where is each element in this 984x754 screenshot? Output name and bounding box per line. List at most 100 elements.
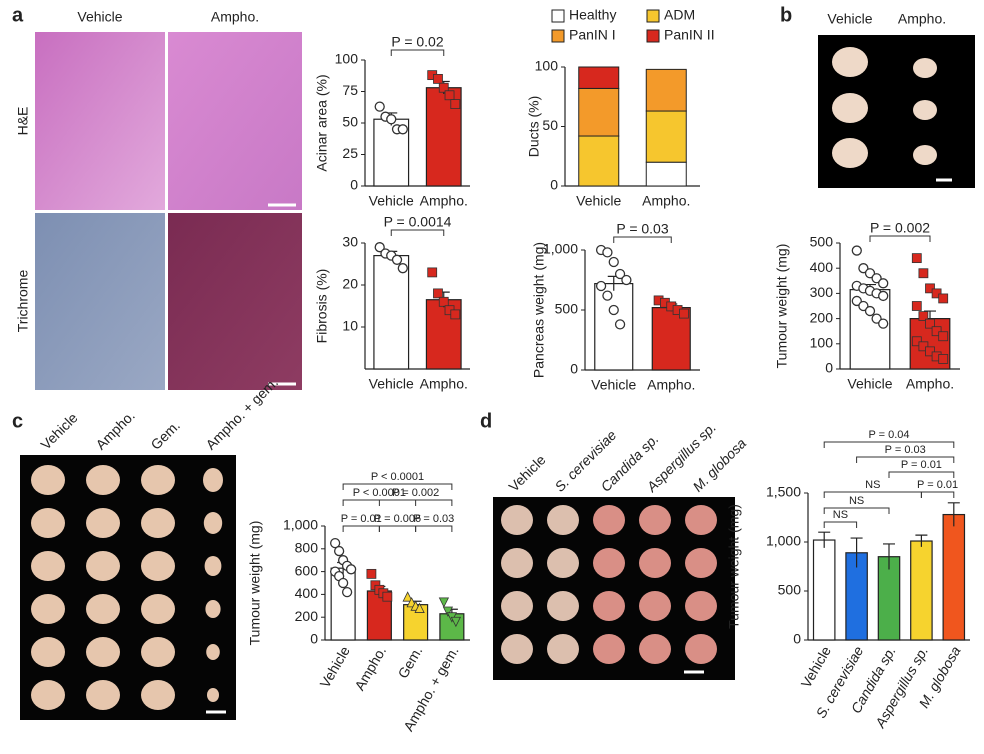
data-point [878, 278, 889, 289]
panel-label: d [480, 410, 492, 432]
y-tick-label: 30 [342, 234, 358, 250]
micrograph [168, 32, 302, 210]
p-value: P = 0.0014 [384, 214, 452, 230]
y-axis-label: Pancreas weight (mg) [531, 242, 547, 378]
legend-label: Healthy [569, 7, 616, 23]
data-point [851, 295, 862, 307]
bar-segment [645, 161, 687, 187]
tumour [141, 551, 175, 581]
bar [373, 255, 410, 370]
tumour [639, 591, 671, 621]
y-tick-label: 100 [810, 335, 834, 351]
data-point [918, 311, 929, 321]
tumour [203, 512, 223, 534]
data-point [345, 564, 357, 575]
tumour [913, 58, 937, 78]
significance-bracket [823, 491, 922, 498]
data-point [851, 245, 862, 256]
x-tick-label: Ampho. [647, 377, 695, 393]
data-point [925, 283, 935, 294]
y-tick-label: 1,000 [766, 533, 801, 549]
bar-segment [645, 110, 687, 163]
data-point [427, 267, 438, 278]
tumour [141, 594, 175, 624]
data-point [621, 274, 632, 286]
data-point [614, 268, 626, 280]
significance-bracket [613, 236, 672, 243]
x-tick-label: Vehicle [576, 193, 621, 209]
y-tick-label: 50 [342, 114, 358, 130]
p-value: P = 0.002 [392, 487, 439, 499]
x-tick-label: Ampho. [420, 193, 468, 209]
y-tick-label: 0 [825, 360, 833, 376]
tumour [547, 634, 579, 664]
y-axis-label: Acinar area (%) [314, 74, 330, 171]
y-tick-label: 1,500 [766, 484, 801, 500]
p-value: P = 0.04 [868, 429, 909, 441]
x-tick-label: Ampho. [642, 193, 690, 209]
data-point [864, 268, 876, 279]
data-point [938, 331, 949, 342]
y-tick-label: 1,000 [283, 517, 318, 533]
column-label: Ampho. [92, 407, 137, 452]
micrograph [35, 32, 165, 210]
y-tick-label: 0 [550, 177, 558, 193]
tumour [86, 594, 120, 624]
significance-bracket [869, 235, 931, 242]
data-point [614, 319, 626, 330]
column-label: Ampho. [211, 9, 259, 25]
y-tick-label: 300 [810, 284, 834, 300]
tumour [31, 508, 65, 538]
error-bar [883, 543, 895, 570]
data-point [414, 602, 425, 613]
p-value: NS [833, 509, 848, 521]
p-value: P < 0.0001 [371, 471, 424, 483]
data-point [442, 606, 454, 617]
legend-label: ADM [664, 7, 695, 23]
bar-segment [578, 87, 620, 137]
bar [910, 540, 933, 641]
data-point [595, 280, 607, 292]
data-point [858, 300, 869, 312]
y-tick-label: 500 [810, 234, 834, 250]
tumour [547, 548, 579, 578]
y-tick-label: 0 [793, 631, 801, 647]
data-point [931, 288, 942, 299]
data-point [366, 568, 377, 579]
data-point [911, 336, 922, 347]
tumour [501, 548, 533, 578]
tumour [205, 600, 221, 618]
tumour [913, 145, 937, 165]
data-point [878, 290, 889, 302]
tumour [86, 637, 120, 667]
y-tick-label: 400 [810, 259, 834, 275]
data-point [925, 346, 935, 357]
micrograph [168, 213, 302, 390]
tumour [86, 680, 120, 710]
p-value: P = 0.02 [391, 34, 444, 50]
data-point [878, 318, 889, 329]
tumour [207, 688, 219, 702]
bar-segment [578, 135, 620, 187]
p-value: P = 0.03 [885, 444, 926, 456]
bar [812, 539, 836, 641]
data-point [938, 293, 949, 304]
column-label: Gem. [147, 417, 183, 453]
tumour [31, 594, 65, 624]
x-tick-label: Gem. [394, 643, 425, 681]
significance-bracket [378, 525, 417, 532]
p-value: P = 0.002 [870, 220, 930, 236]
p-value: NS [865, 479, 880, 491]
y-tick-label: 400 [295, 585, 319, 601]
data-point [438, 82, 449, 93]
y-axis-label: Ducts (%) [526, 96, 542, 157]
y-tick-label: 50 [542, 117, 558, 133]
y-tick-label: 100 [335, 51, 359, 67]
data-point [374, 242, 385, 253]
significance-bracket [888, 471, 955, 478]
p-value: P = 0.03 [616, 221, 669, 237]
y-axis-label: Tumour weight (mg) [726, 504, 742, 629]
data-point [911, 253, 922, 264]
y-tick-label: 200 [295, 608, 319, 624]
tumour [141, 637, 175, 667]
